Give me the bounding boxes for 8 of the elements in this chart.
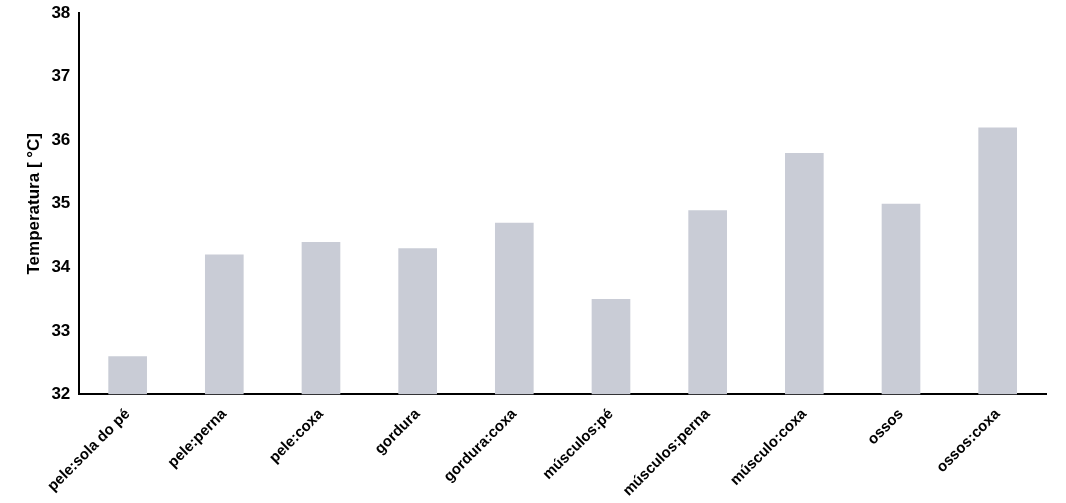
y-tick-label: 33 (51, 320, 71, 340)
y-tick-label: 38 (51, 2, 71, 22)
y-axis-title: Temperatura [ °C] (23, 132, 43, 275)
y-tick-label: 32 (51, 384, 71, 404)
y-tick-label: 35 (51, 193, 71, 213)
y-tick-label: 37 (51, 66, 71, 86)
y-tick-label: 34 (51, 256, 71, 276)
y-tick-label: 36 (51, 129, 71, 149)
